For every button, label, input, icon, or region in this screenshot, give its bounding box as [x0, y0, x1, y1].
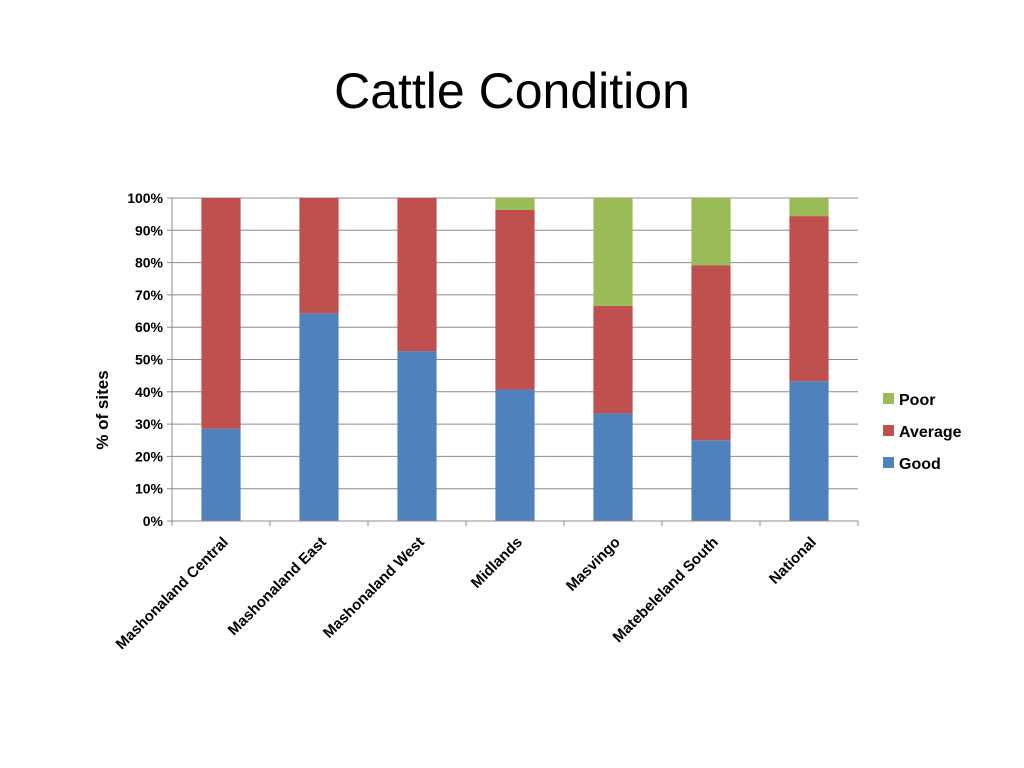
bar-average [397, 198, 437, 352]
legend-swatch-poor [883, 393, 894, 404]
legend-swatch-average [883, 425, 894, 436]
bar-good [495, 389, 535, 521]
bar-poor [593, 198, 633, 306]
y-axis-title: % of sites [93, 370, 112, 449]
bar-good [397, 351, 437, 521]
bar-average [593, 305, 633, 414]
bar-average [495, 209, 535, 390]
legend-label-good: Good [899, 456, 941, 473]
bars [201, 198, 829, 521]
chart-title: Cattle Condition [334, 63, 690, 119]
y-tick-label: 90% [135, 222, 164, 238]
legend-label-average: Average [899, 424, 962, 441]
bar-good [201, 428, 241, 521]
y-tick-label: 60% [135, 319, 164, 335]
y-tick-label: 0% [143, 513, 164, 529]
x-tick-label: Mashonaland Central [113, 534, 232, 653]
y-tick-label: 20% [135, 448, 164, 464]
y-tick-label: 70% [135, 287, 164, 303]
bar-average [299, 198, 339, 314]
legend-label-poor: Poor [899, 392, 935, 409]
legend: Poor Average Good [883, 392, 962, 473]
x-tick-label: Mashonaland West [320, 534, 428, 642]
x-tick-label: National [766, 534, 820, 588]
y-tick-label: 80% [135, 255, 164, 271]
x-tick-label: Matebeleland South [610, 534, 722, 646]
bar-poor [495, 198, 535, 210]
bar-good [691, 440, 731, 521]
bar-average [789, 216, 829, 382]
y-tick-label: 40% [135, 384, 164, 400]
y-tick-label: 50% [135, 352, 164, 368]
bar-poor [789, 198, 829, 217]
legend-swatch-good [883, 457, 894, 468]
x-tick-label: Masvingo [563, 534, 624, 595]
bar-good [593, 413, 633, 521]
y-tick-labels: 0% 10% 20% 30% 40% 50% 60% 70% 80% 90% 100% [127, 190, 163, 529]
bar-average [691, 265, 731, 441]
axes [171, 198, 859, 526]
bar-average [201, 198, 241, 429]
bar-poor [691, 198, 731, 266]
y-tick-label: 100% [127, 190, 163, 206]
y-tick-label: 30% [135, 416, 164, 432]
x-tick-label: Mashonaland East [225, 534, 330, 639]
bar-good [789, 381, 829, 521]
x-tick-label: Midlands [468, 534, 526, 592]
bar-good [299, 313, 339, 521]
y-tick-label: 10% [135, 481, 164, 497]
